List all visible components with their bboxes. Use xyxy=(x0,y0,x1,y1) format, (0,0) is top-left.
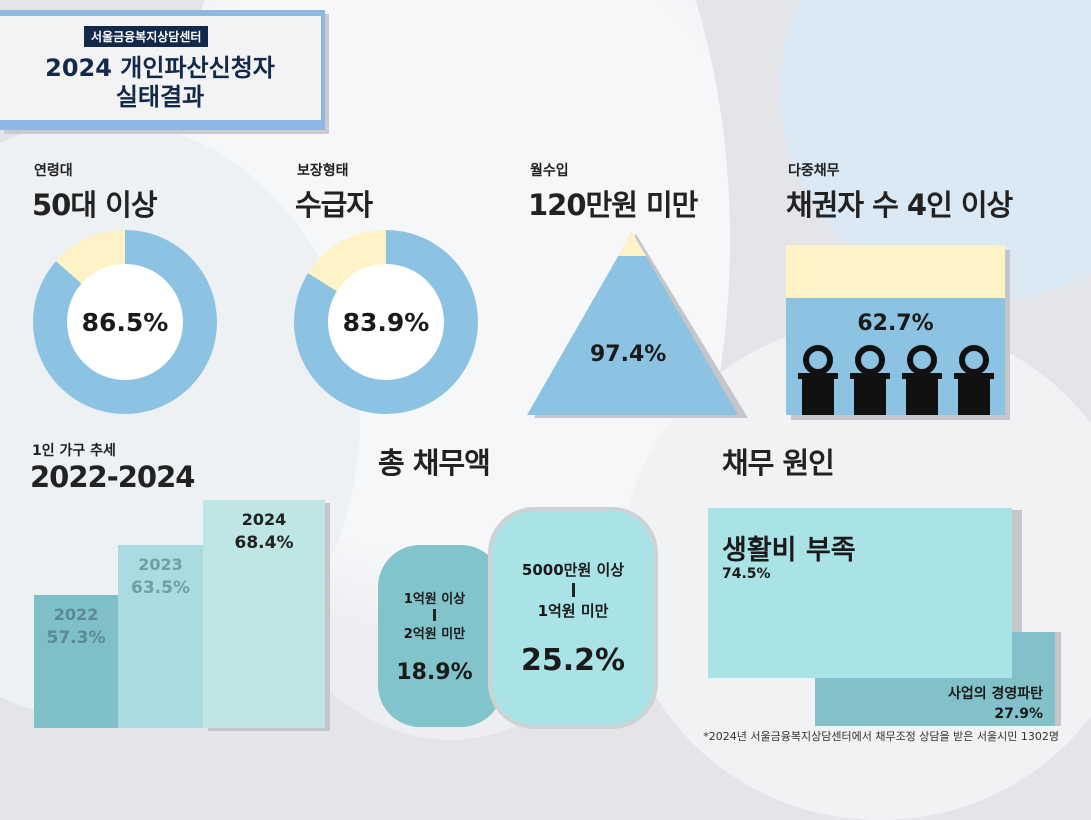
debt-bubble-a: 1억원 이상 2억원 미만 18.9% xyxy=(378,545,503,727)
bar-2023: 2023 63.5% xyxy=(118,545,203,728)
cause-a-value: 74.5% xyxy=(722,566,771,582)
security-donut: 83.9% xyxy=(294,230,478,414)
footnote: *2024년 서울금융복지상담센터에서 채무조정 상담을 받은 서울시민 130… xyxy=(703,730,1059,743)
age-donut: 86.5% xyxy=(33,230,217,414)
cause-b-value: 27.9% xyxy=(994,706,1043,722)
title-line-2: 실태결과 xyxy=(115,83,205,111)
multi-debt-headline: 채권자 수 4인 이상 xyxy=(786,188,1013,222)
age-label: 연령대 xyxy=(34,163,73,179)
income-label: 월수입 xyxy=(530,163,569,179)
income-headline: 120만원 미만 xyxy=(528,188,698,222)
bar-2024: 2024 68.4% xyxy=(203,500,325,728)
title-box: 서울금융복지상담센터 2024 개인파산신청자 실태결과 xyxy=(0,10,325,130)
title-line-1: 2024 개인파산신청자 xyxy=(45,54,275,82)
cause-b-label: 사업의 경영파탄 xyxy=(947,686,1043,702)
age-headline: 50대 이상 xyxy=(32,188,157,222)
bar-2022: 2022 57.3% xyxy=(34,595,118,728)
household-headline: 2022-2024 xyxy=(30,460,195,494)
debt-bubble-b: 5000만원 이상 1억원 미만 25.2% xyxy=(488,507,658,729)
household-label: 1인 가구 추세 xyxy=(32,443,116,459)
security-value: 83.9% xyxy=(328,264,444,380)
total-debt-title: 총 채무액 xyxy=(378,446,491,480)
income-value: 97.4% xyxy=(590,342,667,367)
security-label: 보장형태 xyxy=(297,163,349,179)
cause-box-a: 생활비 부족 74.5% xyxy=(708,508,1012,678)
multi-debt-label: 다중채무 xyxy=(788,163,840,179)
org-label: 서울금융복지상담센터 xyxy=(84,26,209,47)
multi-debt-value: 62.7% xyxy=(857,311,934,336)
multi-debt-box: 62.7% xyxy=(786,245,1005,415)
cause-title: 채무 원인 xyxy=(722,446,835,480)
people-icons xyxy=(798,345,994,415)
cause-a-label: 생활비 부족 xyxy=(722,535,856,566)
age-value: 86.5% xyxy=(67,264,183,380)
security-headline: 수급자 xyxy=(295,188,373,222)
page-title: 2024 개인파산신청자 실태결과 xyxy=(0,54,320,112)
income-triangle xyxy=(527,232,748,418)
